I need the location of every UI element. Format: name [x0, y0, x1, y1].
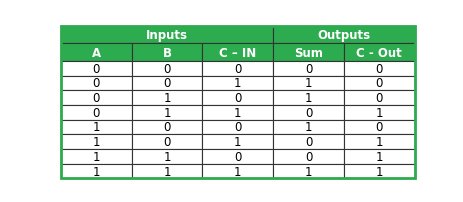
- Text: 0: 0: [234, 150, 241, 163]
- Bar: [343, 62, 414, 76]
- Text: 1: 1: [163, 92, 170, 105]
- Bar: [202, 149, 273, 164]
- Bar: [131, 135, 202, 149]
- Bar: [273, 164, 343, 179]
- Bar: [61, 135, 131, 149]
- Bar: [61, 27, 273, 44]
- Bar: [202, 120, 273, 135]
- Text: 1: 1: [375, 106, 382, 119]
- Text: 1: 1: [233, 106, 241, 119]
- Text: 0: 0: [234, 121, 241, 134]
- Text: 0: 0: [304, 150, 312, 163]
- Text: 1: 1: [163, 106, 170, 119]
- Bar: [343, 76, 414, 91]
- Bar: [61, 91, 131, 105]
- Bar: [131, 120, 202, 135]
- Bar: [131, 91, 202, 105]
- Text: 1: 1: [92, 150, 100, 163]
- Bar: [273, 105, 343, 120]
- Text: 1: 1: [163, 150, 170, 163]
- Text: 1: 1: [92, 121, 100, 134]
- Text: 1: 1: [304, 165, 312, 178]
- Text: 0: 0: [304, 62, 312, 75]
- Bar: [131, 44, 202, 62]
- Text: 0: 0: [93, 77, 100, 90]
- Bar: [273, 91, 343, 105]
- Text: 1: 1: [92, 165, 100, 178]
- Bar: [61, 164, 131, 179]
- Text: 0: 0: [93, 62, 100, 75]
- Bar: [202, 44, 273, 62]
- Text: B: B: [162, 46, 171, 59]
- Text: 1: 1: [92, 136, 100, 148]
- Bar: [343, 105, 414, 120]
- Bar: [61, 44, 131, 62]
- Text: 0: 0: [93, 106, 100, 119]
- Bar: [202, 62, 273, 76]
- Bar: [61, 76, 131, 91]
- Bar: [343, 120, 414, 135]
- Bar: [131, 76, 202, 91]
- Text: 1: 1: [233, 136, 241, 148]
- Text: 1: 1: [233, 165, 241, 178]
- Bar: [131, 164, 202, 179]
- Bar: [202, 164, 273, 179]
- Text: 0: 0: [304, 106, 312, 119]
- Bar: [202, 105, 273, 120]
- Text: Sum: Sum: [294, 46, 322, 59]
- Bar: [273, 135, 343, 149]
- Text: C – IN: C – IN: [219, 46, 256, 59]
- Bar: [273, 120, 343, 135]
- Bar: [61, 120, 131, 135]
- Text: 0: 0: [163, 136, 170, 148]
- Bar: [273, 149, 343, 164]
- Text: 1: 1: [304, 77, 312, 90]
- Text: 1: 1: [163, 165, 170, 178]
- Text: 0: 0: [234, 62, 241, 75]
- Text: 0: 0: [375, 121, 382, 134]
- Bar: [202, 76, 273, 91]
- Bar: [343, 164, 414, 179]
- Bar: [273, 44, 343, 62]
- Bar: [131, 62, 202, 76]
- Bar: [202, 135, 273, 149]
- Text: C - Out: C - Out: [356, 46, 401, 59]
- Text: 0: 0: [234, 92, 241, 105]
- Text: Inputs: Inputs: [146, 29, 188, 42]
- Text: 0: 0: [375, 62, 382, 75]
- Bar: [131, 105, 202, 120]
- Bar: [61, 62, 131, 76]
- Text: 0: 0: [163, 62, 170, 75]
- Text: 0: 0: [304, 136, 312, 148]
- Text: 1: 1: [304, 121, 312, 134]
- Bar: [273, 76, 343, 91]
- Text: 1: 1: [375, 136, 382, 148]
- Text: 0: 0: [375, 92, 382, 105]
- Text: 0: 0: [163, 121, 170, 134]
- Text: 0: 0: [375, 77, 382, 90]
- Bar: [343, 91, 414, 105]
- Bar: [61, 149, 131, 164]
- Bar: [343, 135, 414, 149]
- Text: 1: 1: [375, 165, 382, 178]
- Bar: [343, 44, 414, 62]
- Text: 1: 1: [233, 77, 241, 90]
- Text: Outputs: Outputs: [317, 29, 370, 42]
- Bar: [273, 62, 343, 76]
- Text: 1: 1: [375, 150, 382, 163]
- Text: 0: 0: [93, 92, 100, 105]
- Bar: [273, 27, 414, 44]
- Bar: [343, 149, 414, 164]
- Bar: [61, 105, 131, 120]
- Bar: [202, 91, 273, 105]
- Text: 0: 0: [163, 77, 170, 90]
- Text: 1: 1: [304, 92, 312, 105]
- Bar: [131, 149, 202, 164]
- Text: A: A: [92, 46, 100, 59]
